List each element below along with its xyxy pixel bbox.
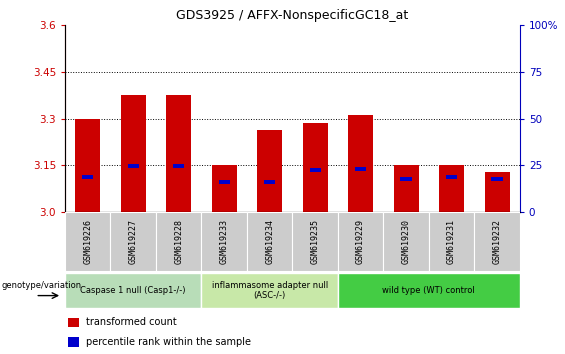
Bar [475,212,520,271]
Bar [128,164,139,168]
Bar [348,115,373,212]
Bar [212,166,237,212]
Bar [264,179,275,184]
Text: wild type (WT) control: wild type (WT) control [383,286,475,295]
Bar [219,179,230,184]
Bar [394,166,419,212]
Bar [65,212,111,271]
Bar [446,175,457,179]
Bar [202,212,247,271]
Text: GSM619228: GSM619228 [174,219,183,264]
Bar [257,130,282,212]
Text: percentile rank within the sample: percentile rank within the sample [86,337,251,347]
Bar [166,95,191,212]
Title: GDS3925 / AFFX-NonspecificGC18_at: GDS3925 / AFFX-NonspecificGC18_at [176,9,408,22]
Text: GSM619232: GSM619232 [493,219,502,264]
Bar [247,212,293,271]
Bar [156,212,202,271]
Bar [429,212,475,271]
Bar [439,166,464,212]
Text: GSM619235: GSM619235 [311,219,320,264]
Bar [303,123,328,212]
Bar [121,95,146,212]
Text: transformed count: transformed count [86,318,176,327]
Bar [293,212,338,271]
Bar [338,273,520,308]
Text: GSM619226: GSM619226 [83,219,92,264]
Text: GSM619227: GSM619227 [129,219,138,264]
Bar [65,273,202,308]
Text: genotype/variation: genotype/variation [1,281,81,290]
Text: GSM619234: GSM619234 [265,219,274,264]
Text: GSM619231: GSM619231 [447,219,456,264]
Bar [82,175,93,179]
Bar [492,177,503,181]
Bar [310,168,321,172]
Text: Caspase 1 null (Casp1-/-): Caspase 1 null (Casp1-/-) [80,286,186,295]
Bar [68,318,79,327]
Text: GSM619229: GSM619229 [356,219,365,264]
Bar [485,172,510,212]
Bar [75,119,100,212]
Bar [401,177,412,181]
Text: GSM619233: GSM619233 [220,219,229,264]
Text: inflammasome adapter null
(ASC-/-): inflammasome adapter null (ASC-/-) [211,281,328,300]
Bar [202,273,338,308]
Bar [384,212,429,271]
Bar [355,167,366,171]
Bar [338,212,384,271]
Bar [173,164,184,168]
Bar [68,337,79,347]
Bar [111,212,156,271]
Text: GSM619230: GSM619230 [402,219,411,264]
